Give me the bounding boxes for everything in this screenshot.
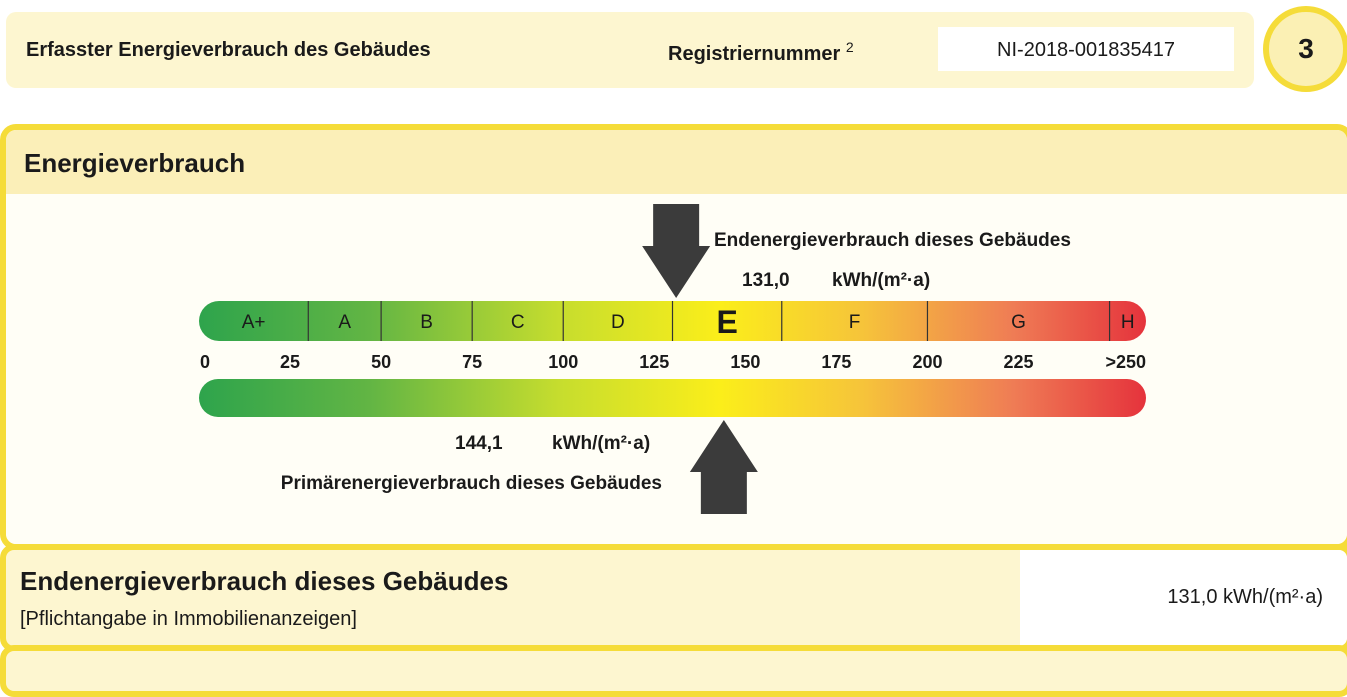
end-energy-arrow-icon [642, 204, 711, 298]
scale-tick-label: 0 [200, 352, 210, 372]
energy-class-label: E [716, 304, 737, 340]
primary-energy-unit: kWh/(m²·a) [552, 433, 650, 454]
gradient-scale-bar [199, 379, 1146, 417]
energy-class-label: A+ [242, 312, 266, 333]
primary-energy-value: 144,1 [455, 433, 503, 454]
scale-tick-label: 75 [462, 352, 482, 372]
energy-class-label: H [1121, 312, 1135, 333]
summary-value-box: 131,0 kWh/(m²·a) [1020, 550, 1347, 646]
energy-class-label: D [611, 312, 625, 333]
next-section [0, 645, 1347, 697]
summary-note: [Pflichtangabe in Immobilienanzeigen] [20, 608, 357, 630]
registration-footnote: 2 [845, 39, 854, 55]
energy-class-label: B [420, 312, 433, 333]
energy-class-label: C [511, 312, 525, 333]
panel-title: Energieverbrauch [24, 148, 246, 178]
scale-tick-label: 150 [730, 352, 760, 372]
summary-title: Endenergieverbrauch dieses Gebäudes [20, 566, 509, 596]
end-energy-value: 131,0 [742, 270, 790, 291]
header-title: Erfasster Energieverbrauch des Gebäudes [26, 39, 431, 61]
registration-number: NI-2018-001835417 [938, 27, 1234, 71]
registration-label-text: Registriernummer [668, 43, 841, 65]
end-energy-unit: kWh/(m²·a) [832, 270, 930, 291]
panel-header: Energieverbrauch [6, 130, 1347, 194]
summary-value: 131,0 kWh/(m²·a) [1167, 586, 1323, 608]
primary-energy-arrow-icon [689, 420, 758, 514]
end-energy-label: Endenergieverbrauch dieses Gebäudes [714, 230, 1071, 251]
scale-tick-label: 50 [371, 352, 391, 372]
end-energy-summary-section: Endenergieverbrauch dieses Gebäudes [Pfl… [0, 544, 1347, 652]
scale-tick-label: 200 [912, 352, 942, 372]
scale-tick-label: 25 [280, 352, 300, 372]
energy-class-label: A [338, 312, 351, 333]
primary-energy-label: Primärenergieverbrauch dieses Gebäudes [281, 473, 662, 494]
scale-tick-label: >250 [1105, 352, 1146, 372]
energy-class-label: F [849, 312, 861, 333]
scale-tick-label: 100 [548, 352, 578, 372]
scale-tick-label: 175 [821, 352, 851, 372]
registration-label: Registriernummer 2 [668, 39, 854, 66]
scale-tick-label: 125 [639, 352, 669, 372]
energy-scale-chart: A+ A B C D E F G H 0 25 50 75 100 125 150 175 200 225 >250… [199, 204, 1146, 514]
page-number-badge: 3 [1263, 6, 1347, 92]
energy-class-label: G [1011, 312, 1026, 333]
scale-tick-label: 225 [1003, 352, 1033, 372]
